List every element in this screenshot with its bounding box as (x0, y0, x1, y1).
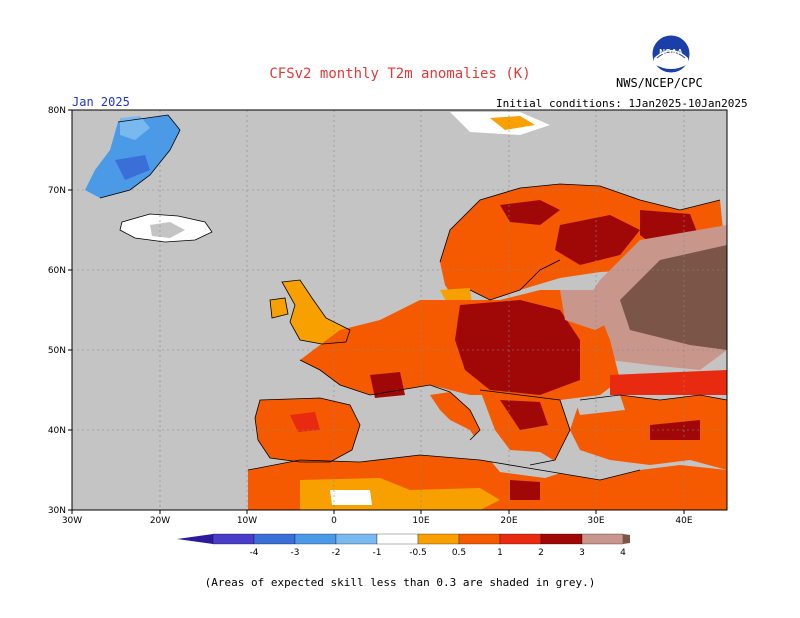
colorbar-label: 4 (620, 548, 626, 558)
lon-label: 10W (237, 516, 257, 526)
lat-label: 50N (48, 346, 66, 356)
colorbar-label: 1 (497, 548, 503, 558)
lon-label: 40E (675, 516, 692, 526)
colorbar-label: 2 (538, 548, 544, 558)
logo-text: NOAA (659, 48, 683, 57)
lat-label: 70N (48, 186, 66, 196)
colorbar-swatch (499, 533, 542, 545)
colorbar-swatch (335, 533, 378, 545)
colorbar-arrow-low (177, 534, 213, 544)
anomaly-field (85, 112, 727, 510)
mediterranean-sea (360, 405, 480, 458)
forecast-month: Jan 2025 (72, 95, 130, 109)
noaa-logo-icon: NOAA (651, 34, 691, 74)
colorbar-swatches (177, 533, 630, 545)
lat-label: 30N (48, 506, 66, 516)
colorbar-swatch (540, 533, 583, 545)
lat-label: 40N (48, 426, 66, 436)
lon-label: 20E (500, 516, 517, 526)
lon-label: 20W (150, 516, 170, 526)
skill-note: (Areas of expected skill less than 0.3 a… (204, 576, 596, 589)
map-frame (71, 109, 728, 511)
britain-area (282, 280, 350, 344)
lat-label: 80N (48, 106, 66, 116)
colorbar-label: 3 (579, 548, 585, 558)
colorbar-label: -3 (291, 548, 300, 558)
lat-label: 60N (48, 266, 66, 276)
lon-label: 30W (62, 516, 82, 526)
colorbar-label: -2 (332, 548, 341, 558)
colorbar-labels: -4 -3 -2 -1 -0.5 0.5 1 2 3 4 (250, 548, 627, 558)
coastlines (99, 114, 728, 481)
colorbar-swatch (253, 533, 296, 545)
italy-area (430, 392, 480, 440)
colorbar: -4 -3 -2 -1 -0.5 0.5 1 2 3 4 (177, 533, 630, 558)
colorbar-swatch (417, 533, 460, 545)
colorbar-swatch (581, 533, 624, 545)
colorbar-swatch (376, 533, 419, 545)
colorbar-swatch (458, 533, 501, 545)
colorbar-swatch (294, 533, 337, 545)
colorbar-arrow-high (623, 534, 630, 544)
turkey-area (570, 395, 727, 470)
colorbar-swatch (212, 533, 255, 545)
colorbar-label: -4 (250, 548, 259, 558)
map-gridlines (72, 110, 727, 510)
greenland-cold-area (85, 115, 180, 198)
initial-conditions: Initial conditions: 1Jan2025-10Jan2025 (496, 97, 748, 110)
lon-label: 10E (412, 516, 429, 526)
lon-label: 30E (587, 516, 604, 526)
colorbar-label: -1 (373, 548, 382, 558)
colorbar-label: -0.5 (409, 548, 427, 558)
chart-title: CFSv2 monthly T2m anomalies (K) (269, 66, 531, 82)
org-label: NWS/NCEP/CPC (616, 76, 703, 90)
lon-label: 0 (331, 516, 337, 526)
colorbar-label: 0.5 (452, 548, 466, 558)
